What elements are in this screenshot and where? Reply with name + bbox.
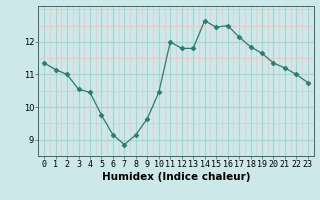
X-axis label: Humidex (Indice chaleur): Humidex (Indice chaleur) [102, 172, 250, 182]
